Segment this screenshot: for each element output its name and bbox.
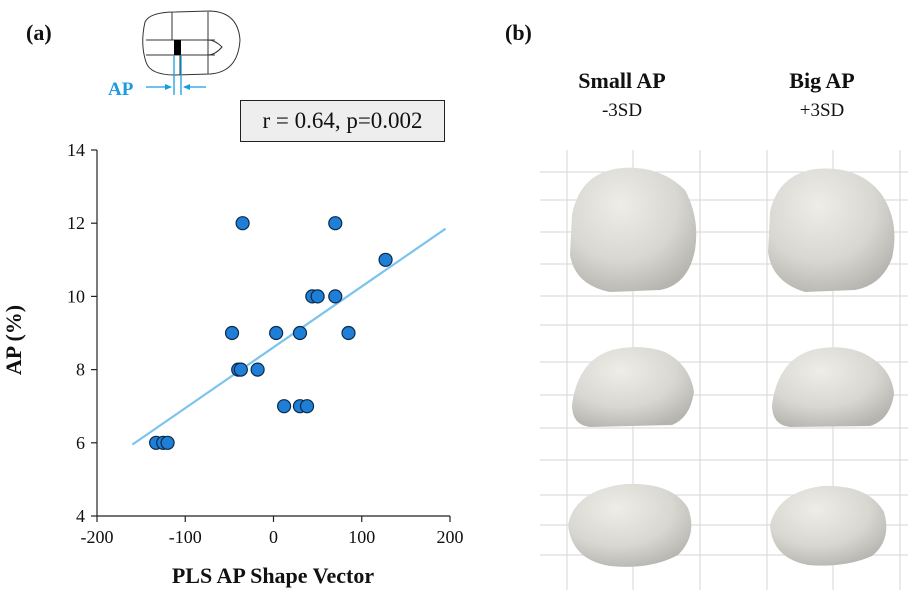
y-tick-label: 12 (67, 213, 85, 233)
y-axis-label: AP (%) (1, 304, 26, 376)
big-ap-top-view (768, 168, 895, 292)
big-ap-header: Big AP +3SD (789, 68, 854, 122)
x-tick-label: -100 (169, 527, 202, 547)
y-tick-label: 8 (76, 360, 85, 380)
data-point (250, 362, 265, 377)
data-point (299, 399, 315, 414)
axes: 4 6 8 10 12 14 -200 -100 0 100 200 (67, 140, 464, 547)
panel-label-b: (b) (505, 20, 532, 45)
inset-ap-label: AP (108, 79, 134, 100)
data-point (276, 399, 292, 414)
ap-region-marker (174, 40, 181, 55)
small-ap-front-view (568, 483, 692, 567)
points-group (149, 216, 393, 450)
big-ap-title: Big AP (789, 68, 855, 93)
big-ap-side-view (772, 347, 894, 427)
data-point (233, 362, 248, 377)
data-point (378, 252, 393, 267)
small-ap-header: Small AP -3SD (578, 68, 665, 122)
data-point (341, 325, 356, 341)
big-ap-front-view (770, 485, 887, 566)
shape-renderings (540, 150, 908, 590)
correlation-stat-box: r = 0.64, p=0.002 (240, 100, 445, 142)
y-tick-label: 6 (76, 433, 85, 453)
data-point (160, 435, 175, 450)
x-tick-label: 100 (348, 527, 375, 547)
data-point (310, 289, 325, 304)
x-tick-label: -200 (81, 527, 114, 547)
data-point (292, 325, 308, 341)
ap-arrowhead-left (165, 84, 172, 90)
panel-label-a: (a) (26, 20, 52, 45)
data-point (235, 216, 250, 231)
y-tick-label: 14 (67, 140, 85, 160)
fit-line-group (131, 227, 447, 446)
data-point (269, 325, 284, 341)
regression-line (131, 227, 447, 446)
data-point (328, 216, 343, 231)
y-tick-label: 4 (76, 506, 85, 526)
small-ap-subtitle: -3SD (601, 100, 643, 121)
ap-arrowhead-right (183, 84, 190, 90)
scatter-plot: 4 6 8 10 12 14 -200 -100 0 100 200 (67, 140, 464, 547)
small-ap-side-view (572, 346, 694, 427)
y-tick-label: 10 (67, 286, 85, 306)
data-point (328, 289, 343, 304)
x-axis-label: PLS AP Shape Vector (171, 563, 375, 588)
big-ap-subtitle: +3SD (799, 100, 845, 121)
brain-schematic-inset: AP (108, 10, 241, 100)
data-point (224, 325, 240, 341)
x-tick-label: 200 (437, 527, 464, 547)
x-tick-label: 0 (269, 527, 278, 547)
small-ap-title: Small AP (578, 68, 666, 93)
small-ap-top-view (570, 167, 697, 292)
